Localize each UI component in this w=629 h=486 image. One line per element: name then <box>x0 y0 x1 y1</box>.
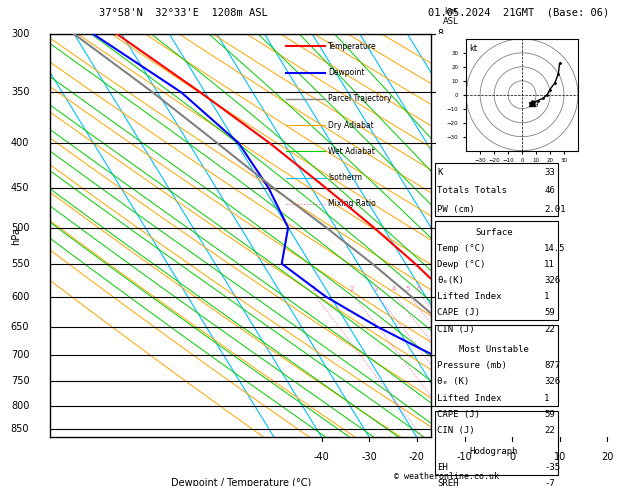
Text: EH: EH <box>437 463 448 471</box>
Text: 600: 600 <box>11 292 30 302</box>
Text: Mixing Ratio: Mixing Ratio <box>328 199 376 208</box>
Text: -30: -30 <box>362 451 377 462</box>
Text: 01.05.2024  21GMT  (Base: 06): 01.05.2024 21GMT (Base: 06) <box>428 7 609 17</box>
Text: Dewp (°C): Dewp (°C) <box>437 260 486 269</box>
Text: CIN (J): CIN (J) <box>437 325 475 333</box>
Text: Temperature: Temperature <box>328 42 377 51</box>
Text: 8: 8 <box>437 29 443 39</box>
Text: Dry Adiabat: Dry Adiabat <box>328 121 374 130</box>
Text: 650: 650 <box>11 322 30 332</box>
Text: Mixing Ratio (g/kg): Mixing Ratio (g/kg) <box>473 196 482 276</box>
Text: 2: 2 <box>437 400 443 411</box>
Text: -20: -20 <box>409 451 425 462</box>
Text: 350: 350 <box>11 87 30 97</box>
Text: 0: 0 <box>509 451 515 462</box>
Text: Pressure (mb): Pressure (mb) <box>437 362 507 370</box>
Text: SREH: SREH <box>437 479 459 486</box>
Text: 59: 59 <box>544 410 555 418</box>
Text: 450: 450 <box>11 183 30 192</box>
Text: Totals Totals: Totals Totals <box>437 187 507 195</box>
Text: hPa: hPa <box>11 227 21 244</box>
Text: Hodograph: Hodograph <box>470 447 518 455</box>
Text: 4: 4 <box>391 286 396 292</box>
Text: 800: 800 <box>11 400 30 411</box>
Text: CAPE (J): CAPE (J) <box>437 309 480 317</box>
Text: 750: 750 <box>11 376 30 386</box>
Text: 1: 1 <box>311 286 316 292</box>
Text: 5: 5 <box>437 223 443 233</box>
Text: 6: 6 <box>417 286 421 292</box>
Text: kt: kt <box>469 45 477 53</box>
Text: θₑ(K): θₑ(K) <box>437 277 464 285</box>
Text: 500: 500 <box>11 223 30 233</box>
Text: 33: 33 <box>544 168 555 177</box>
Text: 22: 22 <box>544 426 555 434</box>
Text: 10: 10 <box>554 451 566 462</box>
Text: 3: 3 <box>437 350 443 360</box>
Text: K: K <box>437 168 443 177</box>
Text: CAPE (J): CAPE (J) <box>437 410 480 418</box>
Text: θₑ (K): θₑ (K) <box>437 378 469 386</box>
Text: 22: 22 <box>544 325 555 333</box>
Text: 400: 400 <box>11 138 30 148</box>
Text: 326: 326 <box>544 277 560 285</box>
Text: CIN (J): CIN (J) <box>437 426 475 434</box>
Text: Most Unstable: Most Unstable <box>459 346 529 354</box>
Text: -10: -10 <box>457 451 472 462</box>
Text: PW (cm): PW (cm) <box>437 205 475 214</box>
Text: 9: 9 <box>533 102 538 108</box>
Text: 326: 326 <box>544 378 560 386</box>
Text: 11: 11 <box>544 260 555 269</box>
Text: 20: 20 <box>601 451 614 462</box>
Text: 1: 1 <box>544 293 550 301</box>
Text: Lifted Index: Lifted Index <box>437 394 502 402</box>
Text: Temp (°C): Temp (°C) <box>437 244 486 253</box>
Text: 700: 700 <box>11 350 30 360</box>
Text: 300: 300 <box>11 29 30 39</box>
Text: 2.01: 2.01 <box>544 205 565 214</box>
Text: -7: -7 <box>544 479 555 486</box>
Text: 7: 7 <box>437 87 443 97</box>
Text: 14.5: 14.5 <box>544 244 565 253</box>
Text: LCL: LCL <box>437 427 452 436</box>
Text: Dewpoint / Temperature (°C): Dewpoint / Temperature (°C) <box>170 478 311 486</box>
Text: Surface: Surface <box>475 228 513 237</box>
Text: 46: 46 <box>544 187 555 195</box>
Text: 4: 4 <box>437 292 443 302</box>
Text: Parcel Trajectory: Parcel Trajectory <box>328 94 392 104</box>
Text: 2: 2 <box>350 286 354 292</box>
Text: 550: 550 <box>11 259 30 269</box>
Text: 37°58'N  32°33'E  1208m ASL: 37°58'N 32°33'E 1208m ASL <box>99 8 268 18</box>
Text: Wet Adiabat: Wet Adiabat <box>328 147 376 156</box>
Text: Isotherm: Isotherm <box>328 173 362 182</box>
Text: 850: 850 <box>11 424 30 434</box>
Text: Lifted Index: Lifted Index <box>437 293 502 301</box>
Text: -35: -35 <box>544 463 560 471</box>
Text: 59: 59 <box>544 309 555 317</box>
Text: 877: 877 <box>544 362 560 370</box>
Text: © weatheronline.co.uk: © weatheronline.co.uk <box>394 472 499 481</box>
Text: 1: 1 <box>544 394 550 402</box>
Text: 3: 3 <box>374 286 378 292</box>
Text: -40: -40 <box>314 451 330 462</box>
Text: Dewpoint: Dewpoint <box>328 68 365 77</box>
Text: 5: 5 <box>405 286 409 292</box>
Text: km
ASL: km ASL <box>442 6 458 26</box>
Text: 6: 6 <box>437 138 443 148</box>
